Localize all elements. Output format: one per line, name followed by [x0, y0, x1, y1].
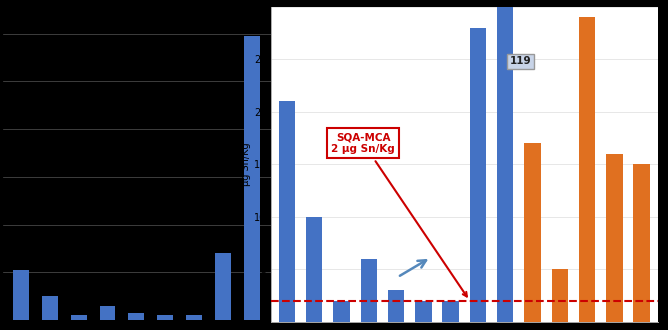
Bar — [497, 7, 514, 322]
Bar — [186, 315, 202, 320]
Bar — [331, 251, 347, 320]
Bar — [415, 301, 432, 322]
Bar — [606, 154, 623, 322]
Bar — [215, 253, 231, 320]
Bar — [579, 17, 595, 322]
Y-axis label: μg Sn/Kg: μg Sn/Kg — [241, 142, 251, 186]
Bar — [13, 270, 29, 320]
Text: 119: 119 — [510, 56, 531, 66]
Bar — [389, 284, 405, 320]
Bar — [306, 217, 323, 322]
Bar — [279, 101, 295, 322]
Bar — [100, 306, 116, 320]
Bar — [158, 315, 173, 320]
Bar — [442, 301, 459, 322]
Bar — [244, 36, 260, 320]
Bar — [360, 282, 376, 320]
Bar — [388, 290, 404, 322]
Bar — [524, 143, 540, 322]
Bar — [128, 313, 144, 320]
Bar — [470, 28, 486, 322]
Title: TBT nei sedimenti: TBT nei sedimenti — [387, 0, 542, 3]
Bar — [41, 296, 57, 320]
Bar — [333, 301, 349, 322]
Text: SQA-MCA
2 μg Sn/Kg: SQA-MCA 2 μg Sn/Kg — [331, 132, 467, 297]
Bar — [552, 269, 568, 322]
Bar — [361, 259, 377, 322]
Bar — [633, 164, 650, 322]
Bar — [273, 280, 289, 320]
Bar — [71, 315, 87, 320]
Bar — [302, 308, 318, 320]
